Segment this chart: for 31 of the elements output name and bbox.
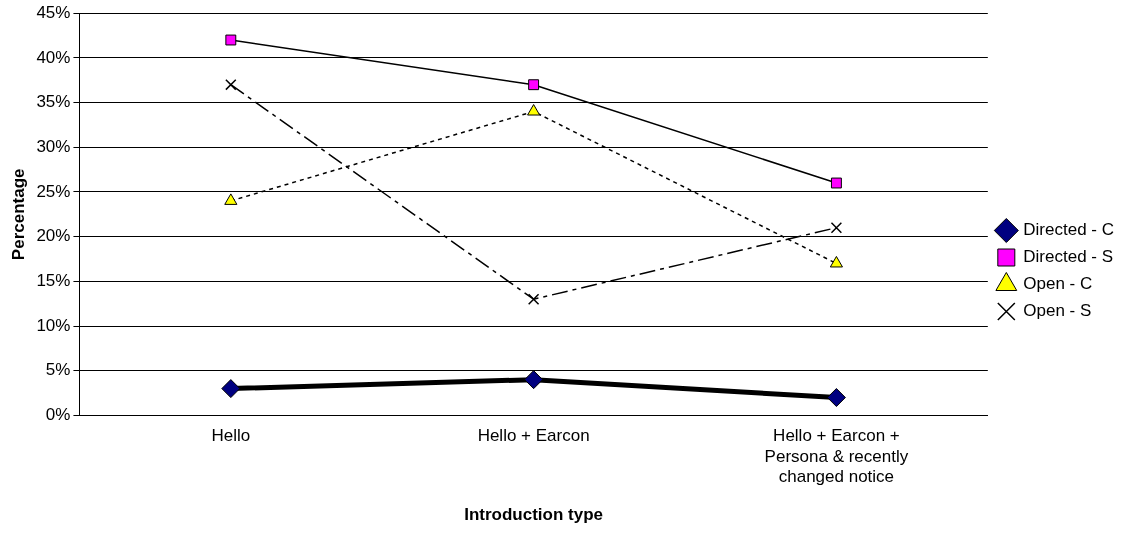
y-tick-label: 0% <box>45 405 71 425</box>
point <box>830 177 842 189</box>
point <box>221 379 241 399</box>
y-tick-label: 25% <box>36 181 71 201</box>
y-tick-label: 40% <box>36 47 71 67</box>
point <box>524 370 544 390</box>
x-tick-label: Hello + Earcon <box>477 426 590 446</box>
point <box>527 104 541 116</box>
x-tick-label: Hello <box>211 426 251 446</box>
legend-label: Open - C <box>1023 274 1093 294</box>
y-tick-label: 10% <box>36 315 71 335</box>
point <box>528 79 540 91</box>
legend-label: Directed - S <box>1023 247 1114 267</box>
legend-label: Open - S <box>1023 301 1092 321</box>
y-tick-label: 15% <box>36 271 71 291</box>
point <box>224 193 238 205</box>
point <box>829 255 843 268</box>
y-tick-label: 5% <box>45 360 71 380</box>
point <box>225 79 237 91</box>
y-tick-label: 35% <box>36 92 71 112</box>
y-axis-title: Percentage <box>8 168 28 261</box>
y-tick-label: 45% <box>36 2 71 22</box>
y-tick-label: 20% <box>36 226 71 246</box>
x-axis-title: Introduction type <box>464 505 604 525</box>
x-tick-label: Hello + Earcon + Persona & recently changed notice <box>764 426 909 487</box>
y-tick-label: 30% <box>36 136 71 156</box>
legend-label: Directed - C <box>1023 220 1114 240</box>
point <box>830 222 843 234</box>
point <box>527 293 540 305</box>
point <box>225 34 237 46</box>
point <box>826 388 846 408</box>
